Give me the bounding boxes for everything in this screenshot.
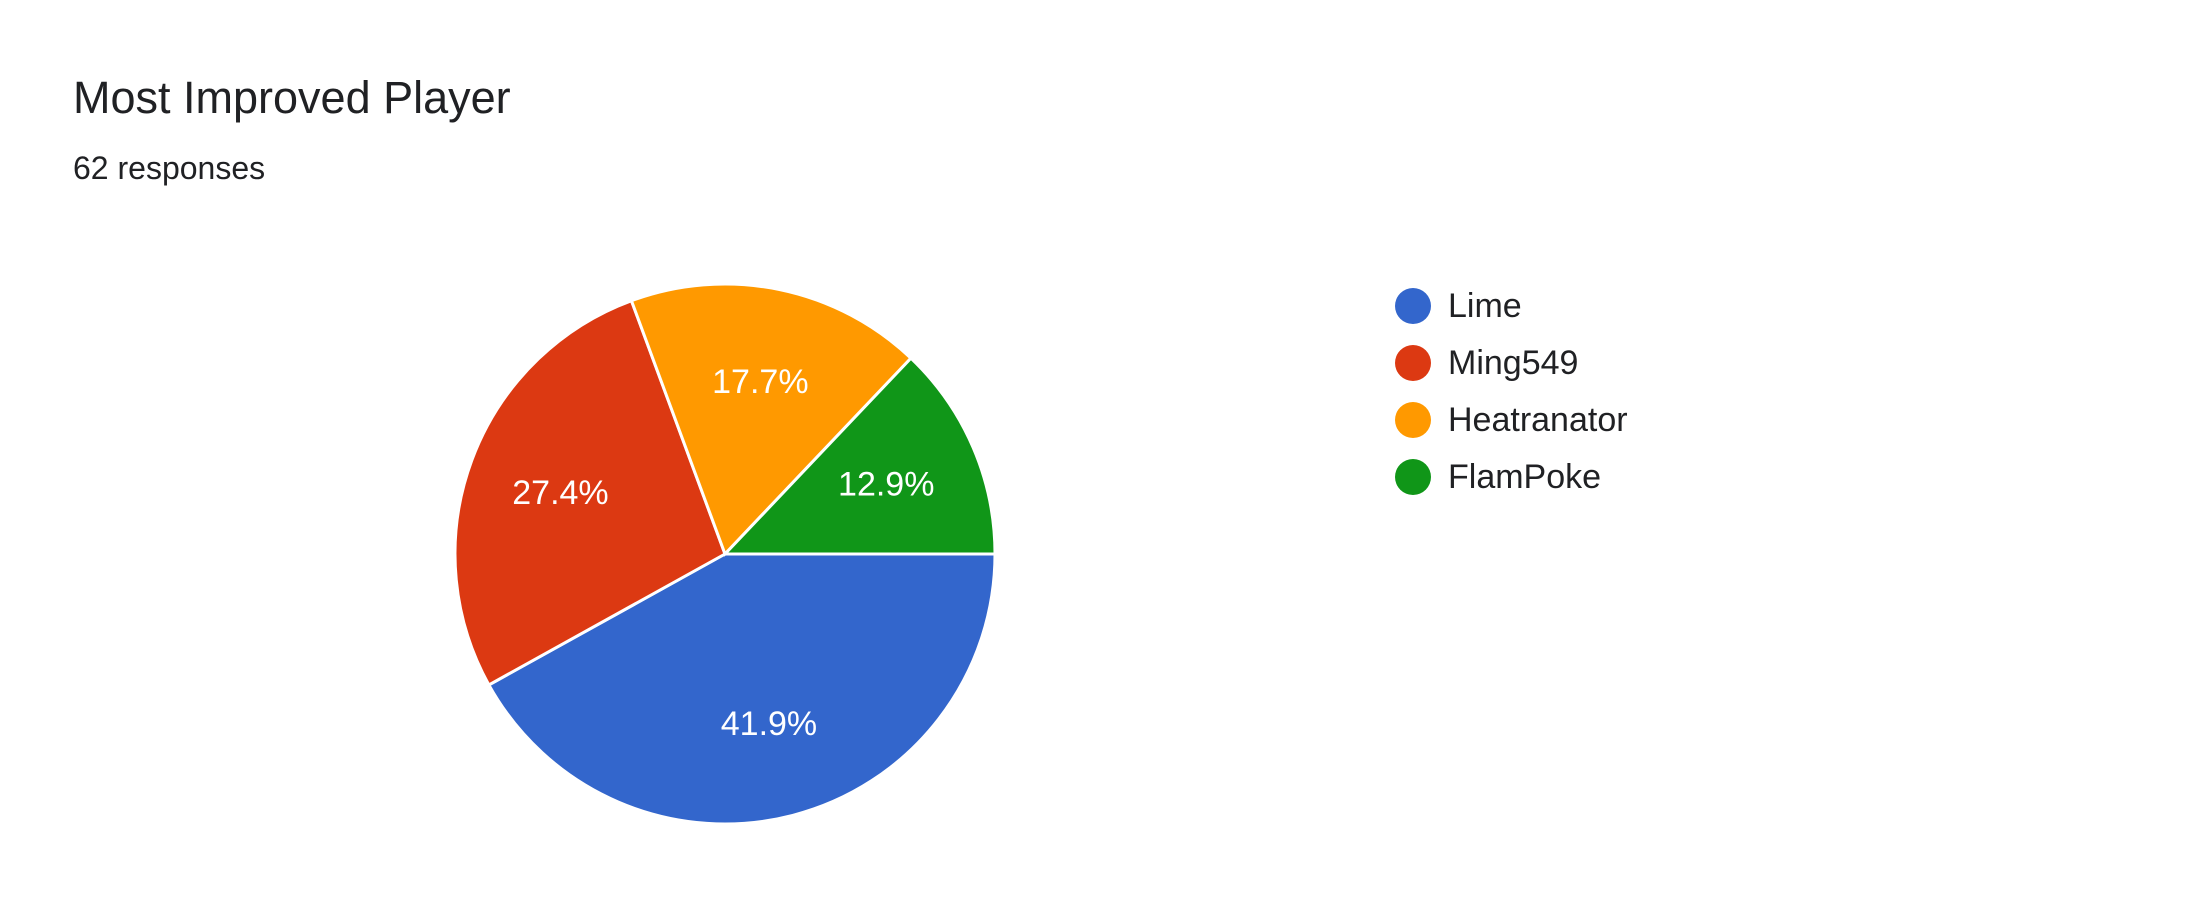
pie-slice-heatranator[interactable]: [629, 282, 914, 557]
slice-label-flampoke: 12.9%: [838, 466, 934, 504]
legend-item-ming549[interactable]: Ming549: [1395, 334, 1628, 391]
slice-label-lime: 41.9%: [721, 705, 817, 743]
legend-swatch-icon: [1395, 287, 1431, 324]
legend-item-heatranator[interactable]: Heatranator: [1395, 391, 1628, 448]
legend-label: Heatranator: [1448, 400, 1628, 439]
legend-item-flampoke[interactable]: FlamPoke: [1395, 448, 1628, 505]
chart-legend: Lime Ming549 Heatranator FlamPoke: [1395, 277, 1628, 505]
chart-title: Most Improved Player: [73, 72, 511, 123]
legend-label: Lime: [1448, 286, 1522, 325]
legend-label: Ming549: [1448, 343, 1579, 382]
legend-item-lime[interactable]: Lime: [1395, 277, 1628, 334]
pie-slice-ming549[interactable]: [453, 298, 727, 687]
legend-swatch-icon: [1395, 458, 1431, 495]
legend-label: FlamPoke: [1448, 457, 1602, 496]
pie-slice-lime[interactable]: [486, 552, 997, 826]
pie-slice-flampoke[interactable]: [721, 356, 997, 556]
legend-swatch-icon: [1395, 344, 1431, 381]
slice-label-heatranator: 17.7%: [712, 363, 808, 401]
response-count: 62 responses: [73, 150, 266, 186]
slice-label-ming549: 27.4%: [512, 474, 608, 512]
legend-swatch-icon: [1395, 401, 1431, 438]
